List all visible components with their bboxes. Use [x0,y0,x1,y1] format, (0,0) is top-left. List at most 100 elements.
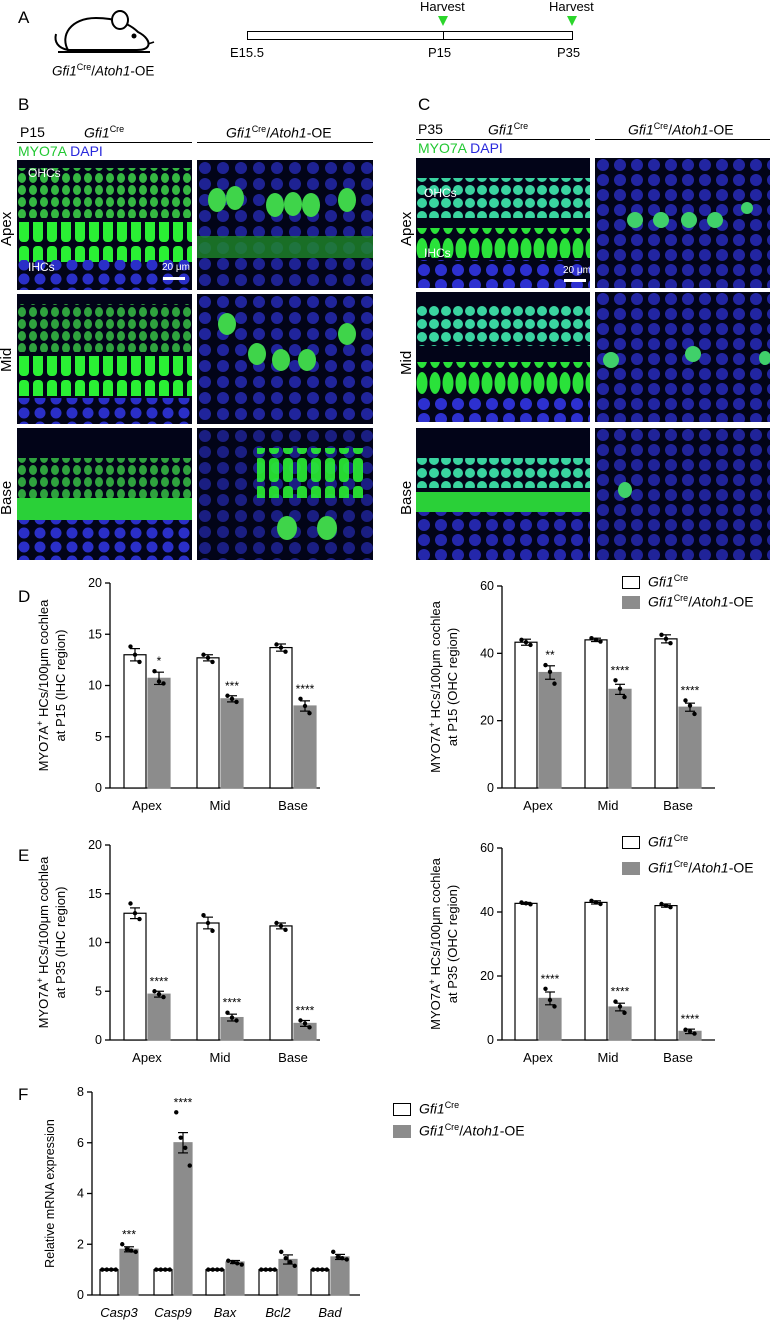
data-point [268,1267,273,1272]
data-point [229,696,235,702]
legend-ctrl-gene: Gfi1 [648,573,674,590]
data-point [156,991,162,997]
bar [99,1269,119,1296]
stain-myo7a: MYO7A [418,140,467,156]
legend-oe-gene: Gfi1 [648,859,674,876]
data-point [528,642,533,648]
y-tick-label: 10 [88,679,102,693]
panel-c-oe-line [595,139,770,140]
legend-oe-suffix: -OE [728,859,754,876]
data-point [158,1267,163,1272]
data-point [263,1267,268,1272]
data-point [274,642,279,647]
bar [514,641,538,789]
micrograph-p35-oe-base [595,428,770,560]
bar [293,705,317,789]
oe-sup: Cre [653,121,669,131]
y-tick-label: 6 [77,1136,84,1150]
legend-oe: Gfi1Cre/Atoh1-OE [622,593,754,610]
legend-oe-gene: Gfi1 [419,1122,445,1139]
data-point [129,1248,134,1253]
x-category-label: Apex [523,798,553,813]
bar [196,922,220,1041]
y-axis-label-part: MYO7A [36,983,51,1029]
panel-b-ctrl-line [17,142,192,143]
y-tick-label: 2 [77,1237,84,1251]
micrograph-p35-oe-apex [595,158,770,288]
panel-c-ctrl-label: Gfi1Cre [488,121,528,138]
y-axis-label-sup: + [35,721,45,726]
data-point [683,698,688,703]
data-point [283,1256,288,1261]
data-point [183,1145,188,1151]
y-axis-label-line2: at P35 (IHC region) [53,887,68,999]
chart-e-right: 0 20 40 60 MYO7A+ HCs/100μm cochlea at P35 (O… [427,841,715,1065]
data-point [617,686,623,691]
panel-c-ctrl-line [416,139,590,140]
oe-gene: Gfi1 [226,124,252,141]
panel-letter-d: D [18,587,31,606]
panel-letter-c: C [418,95,431,114]
data-point [340,1256,345,1261]
y-tick-label: 0 [487,781,494,795]
micrograph-p35-ctrl-base [416,428,590,560]
data-point [259,1267,264,1272]
data-point [335,1254,340,1260]
data-point [132,911,138,916]
y-tick-label: 0 [77,1288,84,1302]
y-axis-label: MYO7A+ HCs/100μm cochlea [35,599,51,771]
bar [608,688,632,789]
x-category-label: Apex [132,798,162,813]
legend-oe-suffix: -OE [499,1122,525,1139]
bar [205,1269,225,1296]
data-point [663,636,669,642]
data-point [113,1267,118,1272]
chart-d-right: 0 20 40 60 MYO7A+ HCs/100μm cochlea at P15 (O… [427,579,715,813]
bar [269,646,293,789]
data-point [104,1267,109,1272]
y-tick-label: 40 [480,905,494,919]
y-tick-label: 5 [95,984,102,998]
ctrl-gene: Gfi1 [488,121,514,138]
legend-oe-gene2: Atoh1 [692,593,729,610]
legend-oe-sup: Cre [444,1122,460,1132]
panel-letter-b: B [18,95,30,114]
y-axis-label: MYO7A+ HCs/100μm cochlea [35,856,51,1028]
x-category-label: Casp3 [100,1305,138,1320]
data-point [598,639,603,644]
panel-c-oe-label: Gfi1Cre/Atoh1-OE [628,121,734,138]
scale-label: 20 μm [563,265,591,276]
data-point [298,1018,303,1023]
x-category-label: Casp9 [154,1305,192,1320]
data-point [315,1267,320,1272]
data-point [210,928,215,933]
panel-b-age: P15 [20,124,45,140]
data-point [552,681,557,686]
ohc-label: OHCs [28,166,61,180]
data-point [292,1263,297,1269]
data-point [523,640,529,645]
data-point [593,900,599,905]
legend-ctrl: Gfi1Cre [393,1100,459,1117]
data-point [132,652,138,657]
significance-label: **** [296,682,315,696]
genotype-gene2: Atoh1 [95,63,131,79]
data-point [622,1010,627,1015]
stain-dapi: DAPI [70,143,103,159]
data-point [307,1025,312,1030]
data-point [152,668,157,674]
x-category-label: Mid [210,798,231,813]
y-tick-label: 4 [77,1187,84,1201]
oe-suffix: -OE [708,121,734,138]
micrograph-p15-ctrl-mid [17,294,192,424]
data-point [205,920,211,926]
data-point [201,652,206,657]
micrograph-p15-oe-apex [197,160,373,290]
oe-suffix: -OE [306,124,332,141]
significance-label: ** [545,648,555,662]
bar [678,706,702,789]
panel-letter-f: F [18,1085,29,1104]
data-point [163,1267,168,1272]
y-axis-label: MYO7A+ HCs/100μm cochlea [427,600,443,772]
scale-label: 20 μm [162,262,190,273]
